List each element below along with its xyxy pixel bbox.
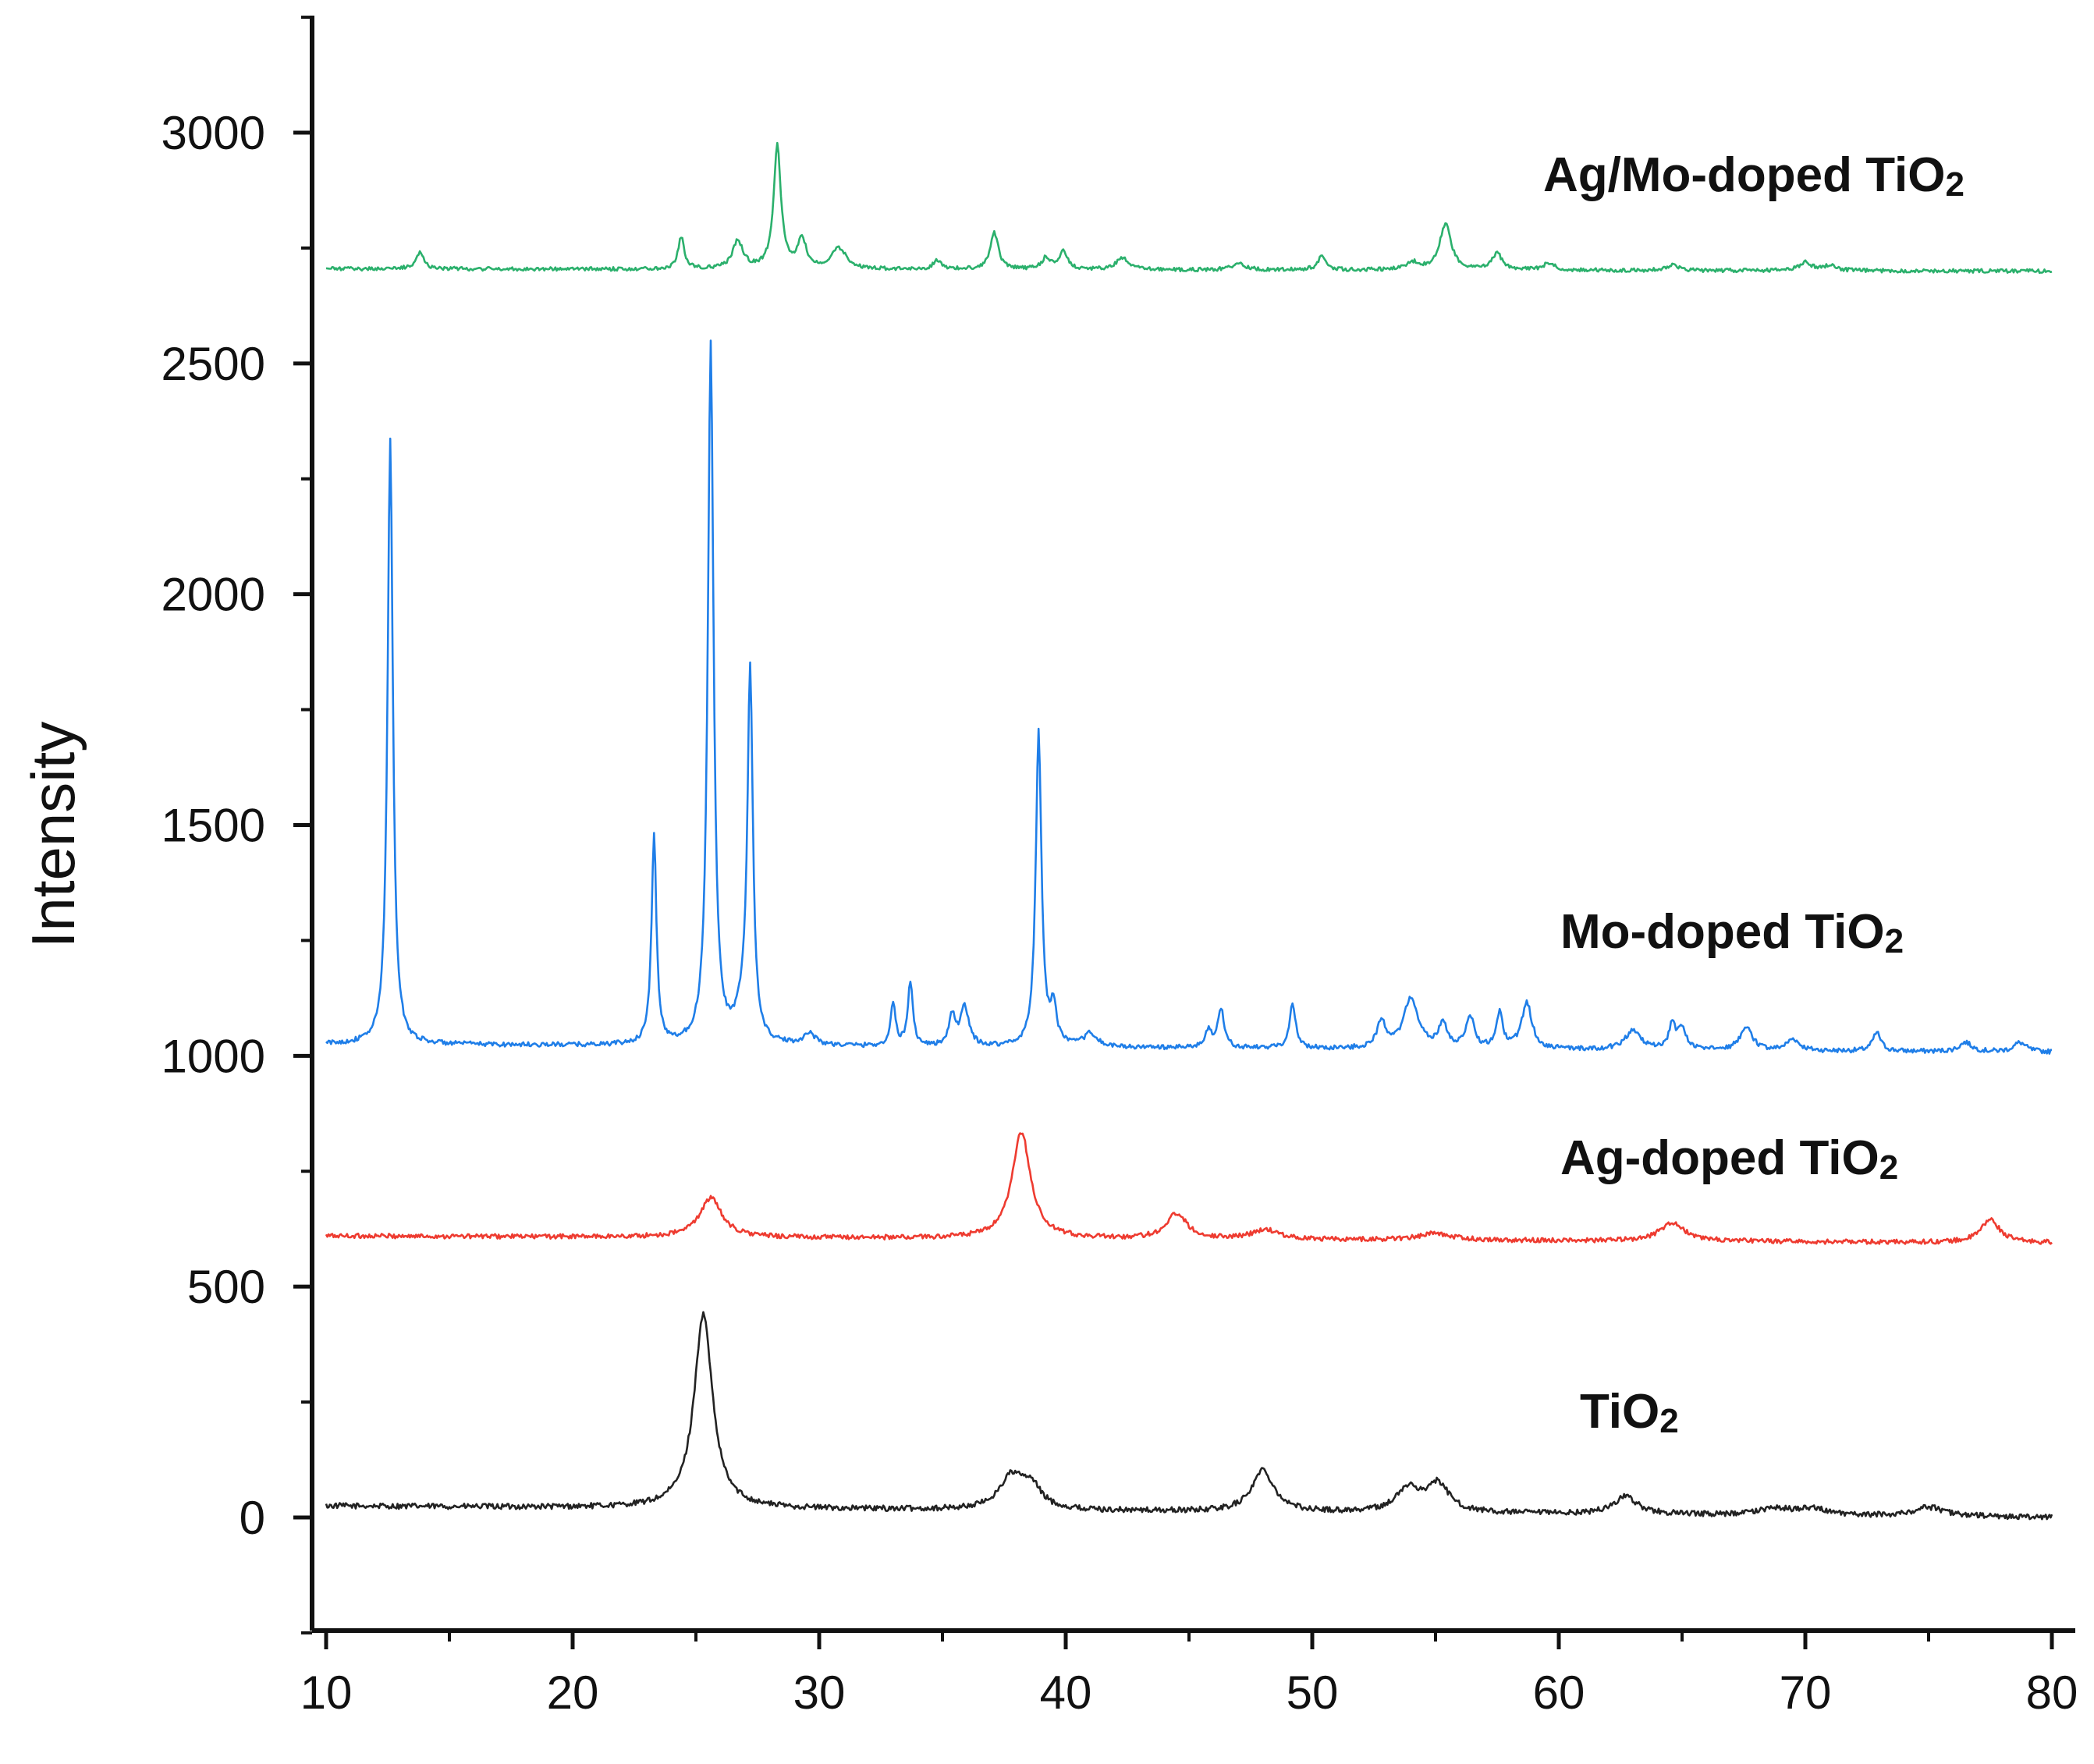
- y-tick-label: 1000: [161, 1030, 265, 1082]
- series-label-main: Ag-doped TiO: [1560, 1131, 1879, 1185]
- series-line-ag-doped-tio2: [325, 1132, 2053, 1245]
- series-label: Ag-doped TiO2: [1560, 1131, 1898, 1187]
- series-label-subscript: 2: [1885, 922, 1904, 960]
- x-tick-label: 20: [547, 1666, 599, 1719]
- series-label-subscript: 2: [1659, 1402, 1678, 1440]
- y-tick-label: 2500: [161, 338, 265, 390]
- axes: [310, 16, 2075, 1633]
- series-lines: [325, 141, 2053, 1521]
- x-tick-label: 30: [793, 1666, 846, 1719]
- x-tick-label: 80: [2026, 1666, 2078, 1719]
- series-label-main: Ag/Mo-doped TiO: [1543, 148, 1945, 202]
- series-label-main: Mo-doped TiO: [1560, 905, 1885, 959]
- x-tick-label: 10: [300, 1666, 353, 1719]
- series-label-main: TiO: [1580, 1385, 1659, 1439]
- series-label: TiO2: [1580, 1385, 1679, 1440]
- y-tick-label: 3000: [161, 107, 265, 159]
- series-line-ag-mo-doped-tio2: [325, 141, 2053, 275]
- y-tick-label: 500: [187, 1261, 265, 1313]
- series-line-mo-doped-tio2: [325, 339, 2053, 1055]
- y-tick-label: 2000: [161, 569, 265, 621]
- x-tick-label: 50: [1287, 1666, 1339, 1719]
- series-label: Mo-doped TiO2: [1560, 905, 1904, 960]
- x-tick-label: 40: [1040, 1666, 1092, 1719]
- series-line-tio2: [325, 1311, 2053, 1521]
- ticks: 10 20 30 40 50 60 70 80 0 500 1000 1500 2000 2500 3000: [161, 16, 2078, 1719]
- y-tick-label: 1500: [161, 800, 265, 852]
- y-axis-title: Intensity: [19, 722, 87, 948]
- series-label: Ag/Mo-doped TiO2: [1543, 148, 1964, 204]
- x-tick-label: 60: [1533, 1666, 1585, 1719]
- series-label-subscript: 2: [1879, 1148, 1898, 1187]
- y-tick-label: 0: [240, 1492, 265, 1544]
- series-label-subscript: 2: [1945, 165, 1964, 204]
- x-tick-label: 70: [1780, 1666, 1832, 1719]
